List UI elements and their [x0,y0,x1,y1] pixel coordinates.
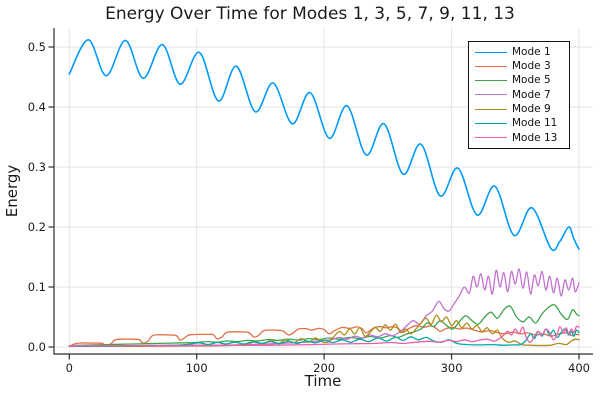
y-tick-label: 0.1 [28,280,46,294]
x-axis-label: Time [304,372,342,390]
series-line-mode-3 [68,325,580,348]
series-line-mode-1 [68,38,580,252]
y-tick-label: 0.3 [28,160,46,174]
legend-item-mode-5: Mode 5 [475,75,563,86]
legend-line-mode-7 [475,94,507,96]
legend-label: Mode 13 [512,131,558,144]
axes-layer: 0 100 200 300 400 0.0 0.1 0.2 0.3 0.4 0.5 [28,28,593,375]
y-axis-label: Energy [3,165,21,218]
series-line-mode-9 [68,314,580,348]
legend-label: Mode 5 [512,74,551,87]
legend-line-mode-11 [475,123,507,125]
legend-item-mode-3: Mode 3 [475,61,563,72]
legend-line-mode-3 [475,65,507,67]
y-tick-label: 0.2 [28,220,46,234]
legend-item-mode-13: Mode 13 [475,133,563,144]
y-tick-label: 0.5 [28,40,46,54]
series-line-mode-13 [68,325,580,347]
legend-label: Mode 9 [512,103,551,116]
legend-item-mode-9: Mode 9 [475,104,563,115]
x-tick-label: 200 [313,361,335,375]
legend-label: Mode 1 [512,45,551,58]
series-line-mode-11 [68,328,580,348]
axis-spines [53,28,593,355]
legend-item-mode-11: Mode 11 [475,118,563,129]
x-tick-label: 100 [186,361,208,375]
legend-line-mode-13 [475,137,507,139]
x-tick-label: 400 [568,361,590,375]
legend-item-mode-1: Mode 1 [475,47,563,58]
legend: Mode 1 Mode 3 Mode 5 Mode 7 Mode 9 Mode 11 Mod… [468,41,570,149]
chart-title: Energy Over Time for Modes 1, 3, 5, 7, 9… [105,4,515,24]
legend-line-mode-1 [475,51,507,53]
legend-item-mode-7: Mode 7 [475,90,563,101]
x-tick-label: 0 [66,361,73,375]
y-tick-label: 0.4 [28,100,46,114]
legend-label: Mode 3 [512,60,551,73]
series-layer [68,38,580,348]
y-tick-label: 0.0 [28,340,46,354]
legend-label: Mode 7 [512,88,551,101]
legend-label: Mode 11 [512,117,558,130]
x-tick-label: 300 [441,361,463,375]
legend-line-mode-9 [475,108,507,110]
legend-line-mode-5 [475,80,507,82]
